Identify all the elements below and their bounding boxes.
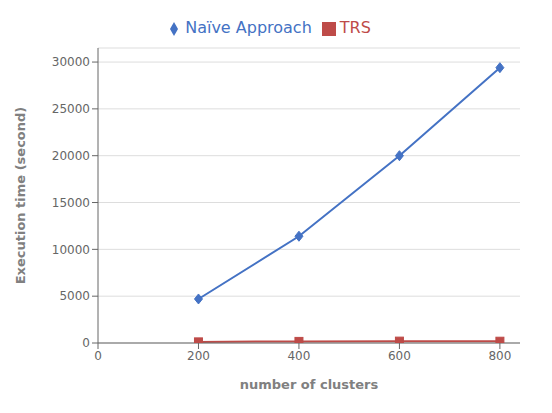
svg-text:5000: 5000 <box>59 289 90 303</box>
svg-text:Execution time (second): Execution time (second) <box>13 107 28 285</box>
svg-text:25000: 25000 <box>52 102 90 116</box>
svg-text:20000: 20000 <box>52 149 90 163</box>
svg-text:number of clusters: number of clusters <box>240 377 379 392</box>
svg-text:30000: 30000 <box>52 55 90 69</box>
html-text:TRS: TRS <box>339 18 371 37</box>
svg-text:0: 0 <box>94 349 102 363</box>
svg-text:15000: 15000 <box>52 196 90 210</box>
svg-text:600: 600 <box>388 349 411 363</box>
svg-text:10000: 10000 <box>52 243 90 257</box>
svg-text:0: 0 <box>82 336 90 350</box>
svg-text:800: 800 <box>488 349 511 363</box>
html-text:Naïve Approach: Naïve Approach <box>185 18 312 37</box>
svg-text:200: 200 <box>187 349 210 363</box>
svg-text:400: 400 <box>287 349 310 363</box>
